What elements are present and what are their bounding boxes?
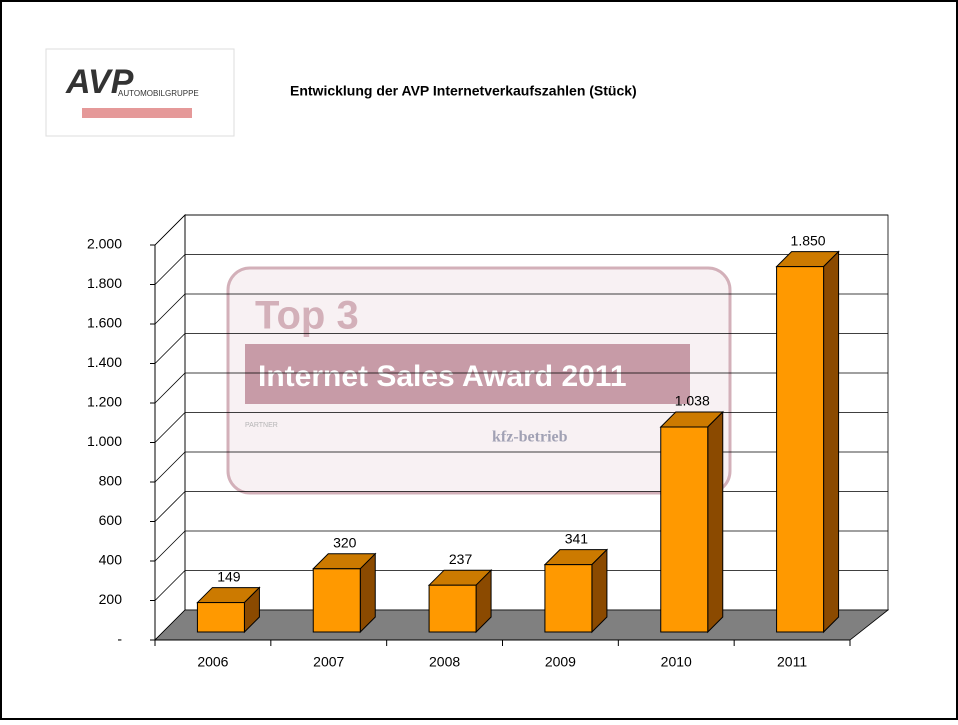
x-tick-label: 2010 (661, 654, 692, 670)
grid-line-side (154, 491, 186, 522)
grid-line-side (154, 570, 186, 601)
x-tick-label: 2009 (545, 654, 576, 670)
x-tick-label: 2006 (197, 654, 228, 670)
bar-side (823, 250, 840, 634)
grid-line-side (154, 254, 186, 285)
y-tick-label: 1.000 (87, 433, 122, 449)
watermark-partner: PARTNER (245, 422, 278, 429)
value-label: 237 (449, 551, 473, 567)
grid-line-side (154, 293, 186, 325)
y-tick-label: 800 (99, 473, 123, 489)
y-tick-label: 1.600 (87, 315, 122, 331)
value-label: 341 (565, 530, 589, 546)
y-tick-label: 600 (99, 512, 123, 528)
y-tick-label: 200 (99, 591, 123, 607)
y-tick-label: 1.200 (87, 394, 122, 410)
y-tick-label: 1.800 (87, 275, 122, 291)
bar (776, 266, 825, 633)
value-label: 1.038 (675, 393, 710, 409)
grid-line-side (154, 372, 186, 404)
x-tick-label: 2011 (777, 654, 807, 670)
bar-side (591, 548, 608, 634)
watermark-headline: Top 3 (255, 294, 359, 338)
y-tick-label: 1.400 (87, 354, 122, 370)
logo-name: AVP (65, 63, 134, 101)
x-tick-label: 2007 (313, 654, 344, 670)
watermark-brand: kfz-betrieb (492, 429, 568, 446)
value-label: 320 (333, 535, 357, 551)
y-tick-label: 400 (99, 552, 123, 568)
bar-side (707, 410, 724, 634)
chart-title: Entwicklung der AVP Internetverkaufszahl… (290, 83, 637, 99)
y-tick-label: - (117, 631, 122, 647)
logo-subtitle: AUTOMOBILGRUPPE (118, 89, 199, 98)
watermark: Top 3 Internet Sales Award 2011 PARTNER … (226, 266, 732, 495)
grid-line-side (154, 412, 186, 443)
x-tick-label: 2008 (429, 654, 460, 670)
brand-icons (82, 108, 192, 118)
watermark-band (245, 344, 690, 404)
logo-box (45, 48, 235, 137)
value-label: 149 (217, 568, 241, 584)
grid-line-side (154, 214, 186, 246)
value-label: 1.850 (791, 232, 826, 248)
grid-line-side (154, 451, 186, 483)
grid-line-side (154, 530, 186, 562)
grid-line-side (154, 333, 186, 364)
bar (544, 564, 593, 633)
bar (312, 568, 361, 633)
y-tick-label: 2.000 (87, 236, 122, 252)
bar (428, 584, 477, 633)
logo: AVP AUTOMOBILGRUPPE (45, 48, 235, 137)
bar (660, 426, 709, 633)
bar (196, 602, 245, 633)
watermark-award: Internet Sales Award 2011 (258, 360, 627, 393)
